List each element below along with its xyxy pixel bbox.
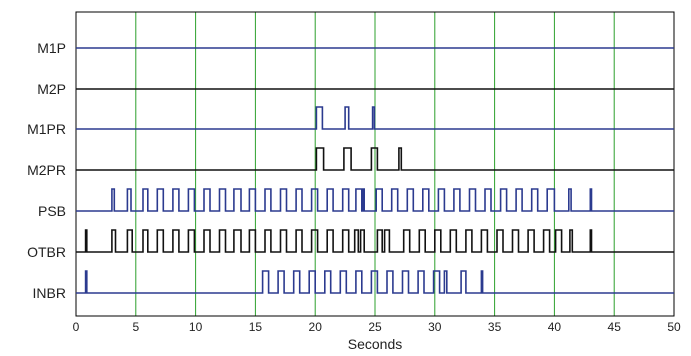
signal-label-m1pr: M1PR — [27, 121, 66, 137]
x-tick-label: 25 — [368, 320, 382, 334]
x-tick-label: 30 — [428, 320, 442, 334]
signal-label-m2p: M2P — [37, 81, 66, 97]
signal-label-psb: PSB — [38, 203, 66, 219]
signal-labels: M1P M2P M1PR M2PR PSB OTBR INBR — [27, 40, 66, 301]
x-tick-label: 5 — [132, 320, 139, 334]
signal-trace-inbr — [76, 270, 674, 294]
signal-label-m1p: M1P — [37, 40, 66, 56]
signal-trace-psb — [76, 188, 674, 212]
signal-label-m2pr: M2PR — [27, 162, 66, 178]
signal-trace-m1pr — [76, 106, 674, 130]
signal-label-inbr: INBR — [33, 285, 66, 301]
grid-lines — [135, 12, 615, 316]
x-tick-label: 0 — [73, 320, 80, 334]
x-tick-label: 20 — [309, 320, 323, 334]
x-tick-label: 15 — [249, 320, 263, 334]
x-tick-label: 45 — [608, 320, 622, 334]
plot-frame — [75, 11, 675, 317]
signal-trace-otbr — [76, 229, 674, 253]
x-tick-label: 10 — [189, 320, 203, 334]
signal-traces — [76, 47, 674, 294]
x-tick-label: 35 — [488, 320, 502, 334]
x-axis-label: Seconds — [348, 336, 402, 352]
x-tick-label: 50 — [667, 320, 681, 334]
x-axis-ticks: 0 5 10 15 20 25 30 35 40 45 50 — [73, 320, 681, 334]
signal-trace-m2pr — [76, 147, 674, 171]
signal-label-otbr: OTBR — [27, 244, 66, 260]
x-tick-label: 40 — [548, 320, 562, 334]
